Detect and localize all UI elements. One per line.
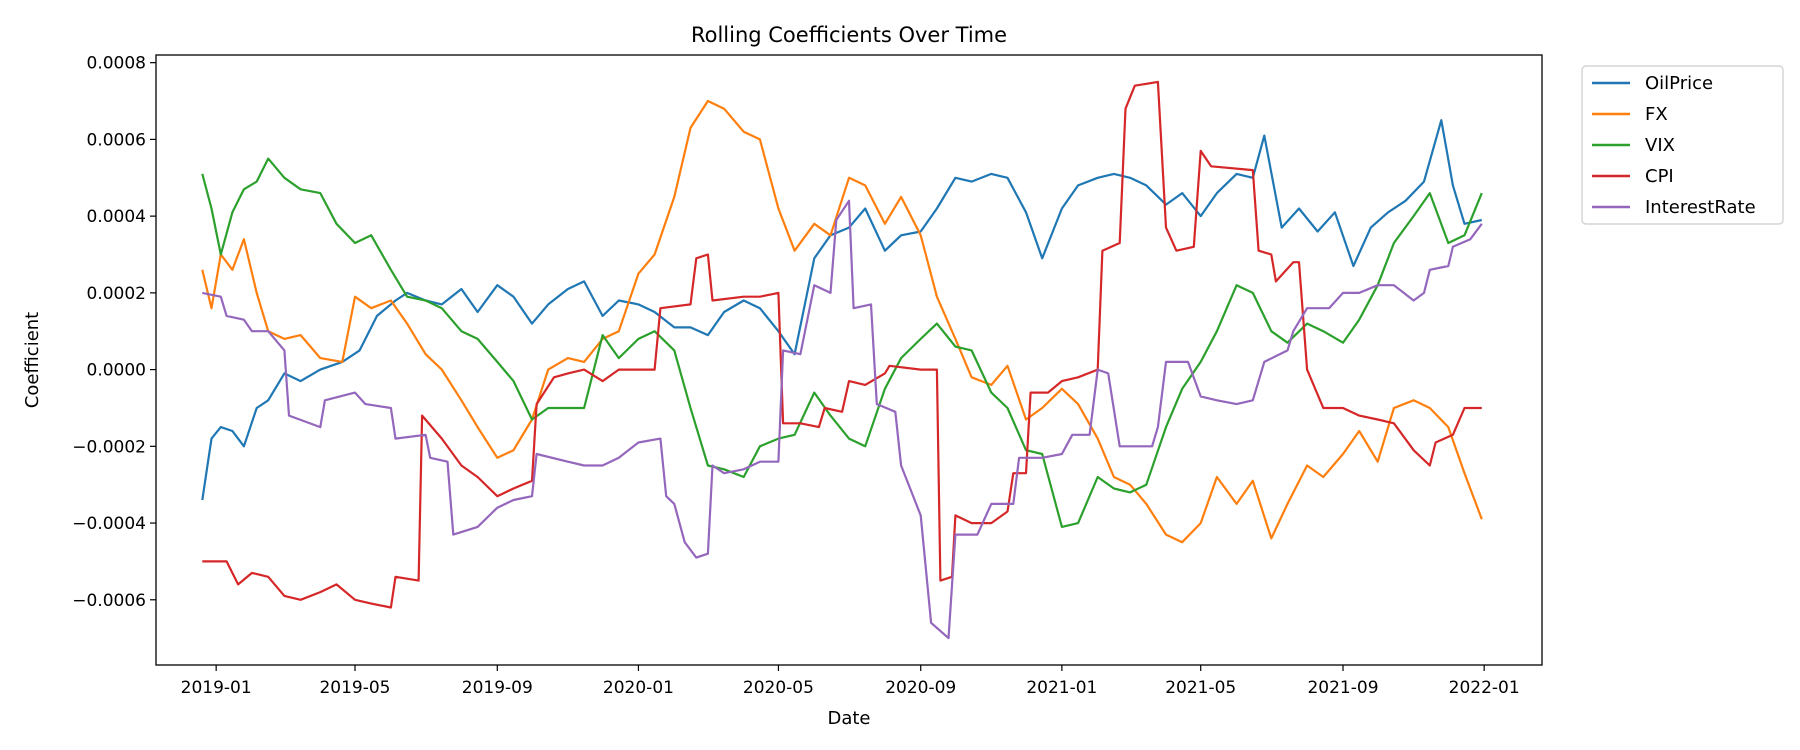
y-tick-label: 0.0002: [87, 284, 146, 304]
legend-label-vix: VIX: [1645, 135, 1675, 156]
x-tick-label: 2021-01: [1026, 678, 1097, 698]
x-tick-label: 2022-01: [1449, 678, 1520, 698]
y-tick-label: −0.0006: [72, 591, 146, 611]
legend: OilPrice FX VIX CPI InterestRate: [1581, 65, 1784, 225]
y-axis: 0.0008 0.0006 0.0004 0.0002 0.0000 −0.0002 −0.…: [72, 54, 156, 611]
legend-label-fx: FX: [1645, 104, 1668, 125]
x-axis: 2019-01 2019-05 2019-09 2020-01 2020-05 2020-…: [181, 665, 1520, 698]
x-tick-label: 2021-05: [1165, 678, 1236, 698]
legend-label-oilprice: OilPrice: [1645, 73, 1713, 94]
x-tick-label: 2019-01: [181, 678, 252, 698]
legend-label-cpi: CPI: [1645, 166, 1674, 187]
y-tick-label: −0.0004: [72, 514, 146, 534]
y-axis-title: Coefficient: [22, 312, 43, 409]
x-tick-label: 2021-09: [1307, 678, 1378, 698]
series-line-vix: [201, 157, 1483, 529]
y-tick-label: 0.0004: [87, 207, 146, 227]
y-tick-label: 0.0000: [87, 361, 146, 381]
x-tick-label: 2019-05: [319, 678, 390, 698]
series-line-fx: [201, 99, 1483, 544]
plot-frame: [155, 54, 1543, 666]
x-tick-label: 2020-09: [885, 678, 956, 698]
x-axis-title: Date: [827, 708, 870, 729]
x-tick-label: 2019-09: [462, 678, 533, 698]
legend-label-interestrate: InterestRate: [1645, 197, 1756, 218]
y-tick-label: 0.0008: [87, 54, 146, 74]
y-tick-label: −0.0002: [72, 437, 146, 457]
legend-box: [1581, 65, 1784, 225]
x-tick-label: 2020-01: [603, 678, 674, 698]
series-line-interestrate: [202, 199, 1483, 640]
plot-lines: [201, 80, 1483, 640]
series-line-cpi: [202, 80, 1482, 609]
y-tick-label: 0.0006: [87, 130, 146, 150]
x-tick-label: 2020-05: [743, 678, 814, 698]
chart-title: Rolling Coefficients Over Time: [691, 23, 1007, 47]
